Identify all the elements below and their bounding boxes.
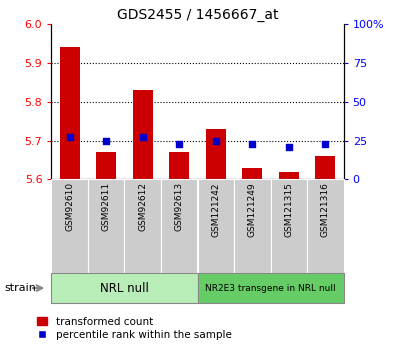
Text: GSM92610: GSM92610: [65, 182, 74, 231]
Bar: [133, 90, 153, 179]
Point: [139, 135, 146, 140]
Bar: [169, 152, 189, 179]
Bar: [124, 179, 161, 273]
Point: [176, 141, 182, 146]
Text: NRL null: NRL null: [100, 282, 149, 295]
Bar: [51, 179, 88, 273]
Bar: [315, 156, 335, 179]
Bar: [242, 168, 262, 179]
Bar: [161, 179, 198, 273]
Bar: [279, 172, 299, 179]
Text: strain: strain: [4, 283, 36, 293]
Bar: [88, 179, 124, 273]
Bar: [198, 273, 344, 303]
Text: GSM121315: GSM121315: [284, 182, 293, 237]
Point: [213, 138, 219, 144]
Point: [249, 141, 256, 146]
Title: GDS2455 / 1456667_at: GDS2455 / 1456667_at: [117, 8, 278, 22]
Text: GSM121316: GSM121316: [321, 182, 330, 237]
Bar: [307, 179, 344, 273]
Text: NR2E3 transgene in NRL null: NR2E3 transgene in NRL null: [205, 284, 336, 293]
Bar: [206, 129, 226, 179]
Bar: [271, 179, 307, 273]
Legend: transformed count, percentile rank within the sample: transformed count, percentile rank withi…: [37, 317, 231, 340]
Bar: [96, 152, 116, 179]
Text: GSM121249: GSM121249: [248, 182, 257, 237]
Point: [286, 144, 292, 150]
Point: [322, 141, 329, 146]
Bar: [198, 179, 234, 273]
Bar: [51, 273, 198, 303]
Point: [66, 135, 73, 140]
Text: GSM92611: GSM92611: [102, 182, 111, 231]
Text: GSM121242: GSM121242: [211, 182, 220, 237]
Point: [103, 138, 109, 144]
Bar: [60, 48, 80, 179]
Text: GSM92612: GSM92612: [138, 182, 147, 231]
Bar: [234, 179, 271, 273]
Text: GSM92613: GSM92613: [175, 182, 184, 231]
